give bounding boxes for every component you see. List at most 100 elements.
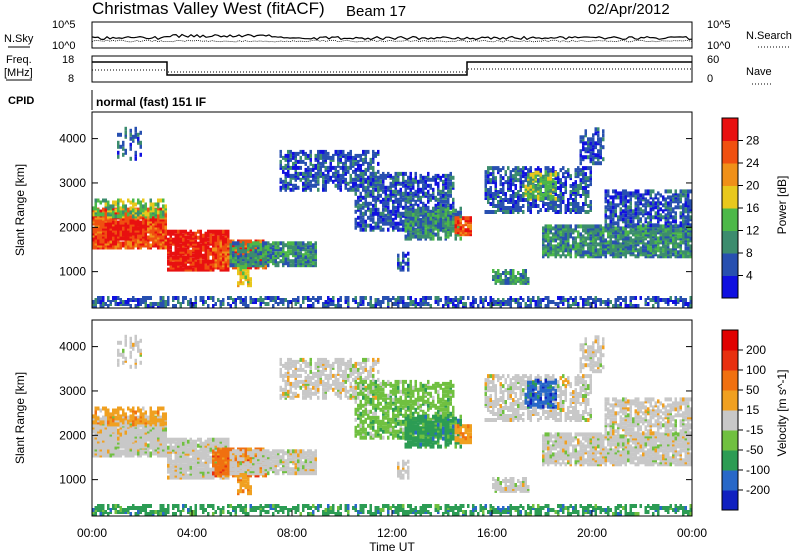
power-cell bbox=[364, 149, 367, 154]
power-cell bbox=[589, 206, 592, 210]
power-cell bbox=[309, 153, 312, 158]
power-cell bbox=[329, 161, 332, 166]
power-cell bbox=[444, 191, 447, 196]
power-cell bbox=[357, 205, 360, 210]
power-cell bbox=[582, 145, 585, 150]
power-cell bbox=[647, 199, 650, 204]
power-cell bbox=[384, 207, 387, 212]
power-cell bbox=[689, 244, 692, 249]
power-cell bbox=[332, 171, 335, 176]
power-cell bbox=[444, 199, 447, 204]
power-cell bbox=[514, 275, 517, 279]
power-cell bbox=[559, 204, 562, 208]
power-cell bbox=[324, 173, 327, 178]
power-cell bbox=[107, 212, 110, 217]
power-cell bbox=[454, 212, 457, 217]
power-cell bbox=[562, 182, 565, 187]
power-cell bbox=[662, 224, 665, 229]
power-cell bbox=[609, 195, 612, 200]
power-cell bbox=[612, 189, 615, 194]
power-cell bbox=[674, 236, 677, 241]
power-cell bbox=[444, 203, 447, 208]
power-cell bbox=[207, 265, 210, 270]
power-cell bbox=[454, 216, 457, 221]
power-cell bbox=[649, 223, 652, 228]
power-cell bbox=[392, 175, 395, 180]
power-cell bbox=[307, 181, 310, 186]
power-cell bbox=[409, 232, 412, 237]
power-cell bbox=[564, 204, 567, 208]
power-cell bbox=[317, 171, 320, 176]
power-cell bbox=[577, 202, 580, 206]
power-cell bbox=[457, 210, 460, 215]
power-cell bbox=[429, 193, 432, 198]
power-cell bbox=[569, 248, 572, 253]
power-cell bbox=[584, 198, 587, 202]
power-cell bbox=[114, 230, 117, 235]
power-cell bbox=[447, 177, 450, 182]
noise-sky-trace bbox=[91, 33, 693, 41]
power-cell bbox=[629, 219, 632, 224]
power-cell bbox=[249, 281, 252, 286]
power-cell bbox=[544, 166, 547, 171]
power-cell bbox=[287, 153, 290, 158]
power-cell bbox=[629, 197, 632, 202]
power-cell bbox=[452, 220, 455, 225]
power-cell bbox=[492, 269, 495, 273]
power-cell bbox=[437, 181, 440, 186]
power-cell bbox=[557, 224, 560, 229]
power-cell bbox=[429, 197, 432, 202]
power-cell bbox=[427, 189, 430, 194]
power-cell bbox=[412, 191, 415, 196]
power-cell bbox=[109, 239, 112, 244]
power-cell bbox=[552, 208, 555, 212]
power-cell bbox=[169, 253, 172, 258]
power-cell bbox=[234, 298, 237, 302]
power-cell bbox=[162, 304, 165, 308]
power-cell bbox=[382, 197, 385, 202]
power-cell bbox=[514, 176, 517, 181]
power-cell bbox=[632, 248, 635, 253]
power-cell bbox=[247, 243, 250, 248]
power-cell bbox=[579, 210, 582, 214]
power-cell bbox=[212, 304, 215, 308]
power-cell bbox=[302, 171, 305, 176]
power-cell bbox=[562, 240, 565, 245]
power-cell bbox=[549, 206, 552, 210]
power-cell bbox=[357, 183, 360, 188]
power-cell bbox=[664, 201, 667, 206]
power-cell bbox=[427, 230, 430, 235]
power-cell bbox=[369, 165, 372, 170]
power-cell bbox=[204, 253, 207, 258]
power-cell bbox=[604, 193, 607, 198]
power-cell bbox=[579, 194, 582, 198]
power-cell bbox=[622, 189, 625, 194]
power-cell bbox=[609, 209, 612, 214]
power-cell bbox=[279, 149, 282, 154]
power-cell bbox=[584, 250, 587, 255]
power-cell bbox=[574, 244, 577, 249]
power-cell bbox=[524, 198, 527, 202]
power-cell bbox=[447, 197, 450, 202]
power-cell bbox=[564, 242, 567, 247]
power-cell bbox=[364, 193, 367, 198]
power-cell bbox=[554, 200, 557, 204]
power-cell bbox=[589, 236, 592, 241]
power-cell bbox=[584, 129, 587, 134]
power-cell bbox=[504, 170, 507, 175]
power-cell bbox=[409, 187, 412, 192]
power-cell bbox=[382, 207, 385, 212]
power-cell bbox=[559, 200, 562, 204]
power-cell bbox=[604, 238, 607, 243]
power-cell bbox=[399, 199, 402, 204]
power-cell bbox=[367, 191, 370, 196]
power-cell bbox=[332, 165, 335, 170]
power-cell bbox=[292, 187, 295, 192]
power-cell bbox=[684, 224, 687, 229]
power-cell bbox=[417, 206, 420, 211]
power-cell bbox=[202, 259, 205, 264]
power-cell bbox=[667, 189, 670, 194]
power-cell bbox=[382, 221, 385, 226]
power-cell bbox=[649, 201, 652, 206]
power-cell bbox=[582, 234, 585, 239]
